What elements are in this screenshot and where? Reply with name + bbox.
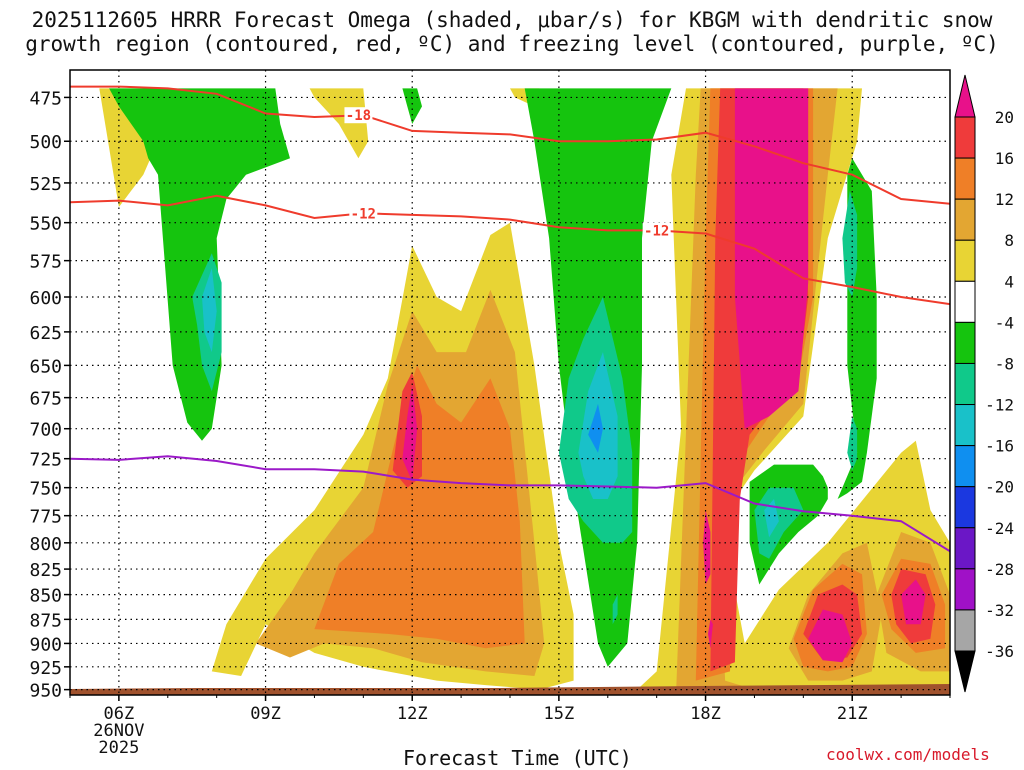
colorbar-box-2 [954,198,976,241]
colorbar-box-7 [954,404,976,447]
colorbar-label--12: -12 [985,396,1014,415]
omega-region-24 [402,88,422,124]
y-tick-label-550: 550 [29,214,62,235]
y-tick-label-875: 875 [29,610,62,631]
y-tick-label-525: 525 [29,174,62,195]
y-tick-label-650: 650 [29,356,62,377]
y-tick-label-800: 800 [29,534,62,555]
x-tick-label-21Z: 21Z [837,704,868,724]
omega-region-18 [703,510,711,585]
colorbar-label--28: -28 [985,560,1014,579]
omega-region-27 [837,158,877,499]
y-tick-label-600: 600 [29,288,62,309]
colorbar-box-1 [954,157,976,200]
x-tick-label-15Z: 15Z [544,704,575,724]
chart-title: 2025112605 HRRR Forecast Omega (shaded, … [0,8,1024,56]
y-tick-label-925: 925 [29,658,62,679]
colorbar-label-8: 8 [1004,231,1014,250]
colorbar-label--4: -4 [995,313,1014,332]
omega-region-21 [808,609,853,663]
y-tick-label-950: 950 [29,681,62,702]
omega-region-37 [588,403,603,453]
axes: 475 500 525 550 575 600 625 650 675 700 725 750 775 8… [29,69,951,758]
dgz-label-bg [344,107,373,124]
freezing-level-contour [70,455,950,553]
x-tick-label-18Z: 18Z [690,704,721,724]
contours: -18 -12 -12 [70,85,950,553]
y-tick-label-575: 575 [29,252,62,273]
colorbar-box-12 [954,609,976,652]
colorbar-box-3 [954,239,976,282]
y-tick-label-900: 900 [29,634,62,655]
title-line-2: growth region (contoured, red, ºC) and f… [25,32,999,56]
colorbar-box-5 [954,321,976,364]
colorbar: 20 16 12 8 4 -4 -8 -12 -16 -20 -24 -28 -32 -36 [954,74,1014,693]
x-tick-label-06Z: 06Z [104,704,135,724]
omega-shading [99,88,950,692]
omega-region-19 [708,619,713,649]
colorbar-label--36: -36 [985,642,1014,661]
x-axis-label: Forecast Time (UTC) [403,746,632,770]
omega-region-33 [612,594,618,625]
omega-region-9 [314,365,525,649]
colorbar-box-0 [954,116,976,159]
colorbar-box-8 [954,445,976,488]
y-tick-label-850: 850 [29,586,62,607]
omega-region-34 [202,268,217,353]
omega-region-23 [109,88,290,441]
y-tick-label-500: 500 [29,132,62,153]
omega-region-22 [901,579,926,625]
colorbar-label-12: 12 [995,190,1014,209]
title-line-1: 2025112605 HRRR Forecast Omega (shaded, … [31,8,993,32]
y-tick-label-475: 475 [29,88,62,109]
dgz-label--18: -18 [346,108,371,124]
y-tick-label-750: 750 [29,479,62,500]
omega-region-31 [842,191,858,297]
colorbar-label-16: 16 [995,149,1014,168]
omega-region-32 [847,416,858,471]
y-tick-label-700: 700 [29,420,62,441]
colorbar-label--16: -16 [985,437,1014,456]
colorbar-box-6 [954,362,976,406]
pressure-gridlines [70,70,950,695]
y-tick-label-725: 725 [29,450,62,471]
dgz-contour--12 [70,194,950,306]
colorbar-box-11 [954,568,976,611]
colorbar-label-20: 20 [995,108,1014,127]
y-tick-label-775: 775 [29,507,62,528]
colorbar-box-9 [954,486,976,529]
y-tick-label-625: 625 [29,323,62,344]
omega-region-36 [764,499,779,538]
colorbar-label--24: -24 [985,519,1014,538]
colorbar-label-4: 4 [1004,272,1014,291]
x-tick-label-09Z: 09Z [250,704,281,724]
omega-region-1 [309,88,369,159]
date-label-1: 2025 [98,738,139,758]
dgz-contour--18 [70,85,950,205]
credit-link[interactable]: coolwx.com/models [826,745,990,764]
colorbar-label--20: -20 [985,478,1014,497]
colorbar-box-4 [954,280,976,323]
colorbar-label--32: -32 [985,601,1014,620]
y-tick-label-825: 825 [29,560,62,581]
dgz-label-bg-2 [642,222,671,239]
y-tick-label-675: 675 [29,389,62,410]
colorbar-label--8: -8 [995,354,1014,373]
dgz-label--12: -12 [351,206,376,222]
colorbar-arrow-top [954,74,976,118]
x-tick-label-12Z: 12Z [397,704,428,724]
omega-region-17 [402,384,418,482]
date-label-0: 26NOV [93,721,144,741]
colorbar-box-10 [954,527,976,570]
dgz-label-12-b: -12 [644,223,669,239]
dgz-label-bg [349,205,378,222]
colorbar-arrow-bottom [954,650,976,693]
